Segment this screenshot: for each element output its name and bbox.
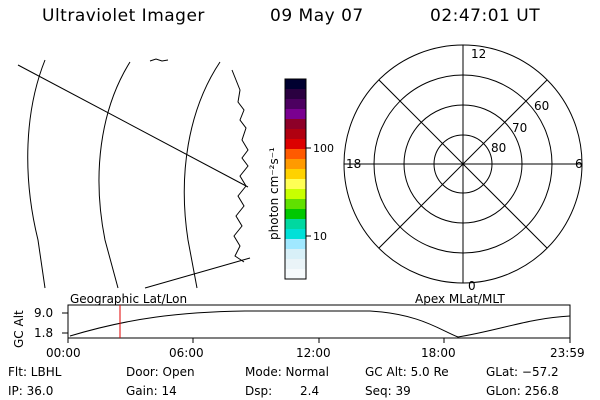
timeline-y-tick-bottom: 1.8 — [34, 326, 54, 340]
colorbar-segment — [285, 179, 306, 190]
orbit-altitude-curve — [69, 310, 571, 338]
lat-label-60: 60 — [534, 99, 549, 113]
status-dsp-value: 2.4 — [300, 384, 320, 398]
status-door: Door: Open — [126, 365, 195, 379]
colorbar-segment — [285, 119, 306, 130]
observation-date: 09 May 07 — [270, 6, 364, 26]
longitude-line — [144, 257, 251, 289]
lat-label-70: 70 — [512, 121, 527, 135]
x-tick-label: 18:00 — [421, 346, 456, 360]
status-seq: Seq: 39 — [365, 384, 411, 398]
colorbar-segment — [285, 189, 306, 200]
timeline-left-title: Geographic Lat/Lon — [70, 292, 188, 306]
latitude-arc — [27, 59, 46, 289]
colorbar-unit-label: photon cm⁻²s⁻¹ — [267, 147, 281, 240]
status-gc-alt: GC Alt: 5.0 Re — [365, 365, 449, 379]
coastline-fragment — [149, 58, 169, 62]
x-tick-label: 23:59 — [550, 346, 585, 360]
colorbar-segment — [285, 89, 306, 100]
observation-time: 02:47:01 UT — [430, 6, 541, 26]
colorbar-segment — [285, 249, 306, 260]
x-tick-label: 00:00 — [46, 346, 81, 360]
colorbar — [285, 79, 306, 280]
timeline-y-axis-label: GC Alt — [12, 310, 26, 348]
timeline-y-tick-top: 9.0 — [34, 306, 54, 320]
colorbar-tick-label-100: 100 — [313, 142, 334, 155]
colorbar-segment — [285, 109, 306, 120]
lat-label-80: 80 — [491, 141, 506, 155]
colorbar-segment — [285, 259, 306, 270]
status-dsp-label: Dsp: — [245, 384, 273, 398]
colorbar-segment — [285, 269, 306, 280]
mlt-label-0: 0 — [468, 279, 476, 293]
colorbar-segment — [285, 79, 306, 90]
latitude-arc — [183, 61, 221, 289]
x-ticks — [67, 338, 571, 343]
latitude-arc — [98, 61, 131, 289]
polar-plot — [343, 44, 583, 284]
timeline-right-title: Apex MLat/MLT — [415, 292, 505, 306]
colorbar-segment — [285, 169, 306, 180]
x-tick-label: 12:00 — [296, 346, 331, 360]
mlt-label-12: 12 — [471, 47, 486, 61]
status-ip: IP: 36.0 — [8, 384, 54, 398]
colorbar-segment — [285, 229, 306, 240]
colorbar-tick-label-10: 10 — [313, 230, 327, 243]
colorbar-segment — [285, 199, 306, 210]
geographic-map — [17, 58, 251, 289]
longitude-line — [17, 64, 249, 188]
coastline — [231, 69, 249, 263]
orbit-timeline-frame — [67, 304, 571, 339]
colorbar-segment — [285, 99, 306, 110]
status-glon: GLon: 256.8 — [486, 384, 559, 398]
status-mode: Mode: Normal — [245, 365, 329, 379]
status-gain: Gain: 14 — [126, 384, 177, 398]
colorbar-segment — [285, 139, 306, 150]
mlt-label-6: 6 — [575, 157, 583, 171]
polar-diagonal — [378, 79, 548, 249]
instrument-title: Ultraviolet Imager — [42, 6, 205, 26]
colorbar-segment — [285, 149, 306, 160]
status-glat: GLat: −57.2 — [486, 365, 559, 379]
status-filter: Flt: LBHL — [8, 365, 62, 379]
colorbar-segment — [285, 129, 306, 140]
colorbar-segment — [285, 159, 306, 170]
colorbar-frame — [284, 78, 307, 280]
colorbar-segment — [285, 209, 306, 220]
colorbar-segment — [285, 239, 306, 250]
colorbar-segment — [285, 219, 306, 230]
x-tick-label: 06:00 — [169, 346, 204, 360]
mlt-label-18: 18 — [346, 157, 361, 171]
